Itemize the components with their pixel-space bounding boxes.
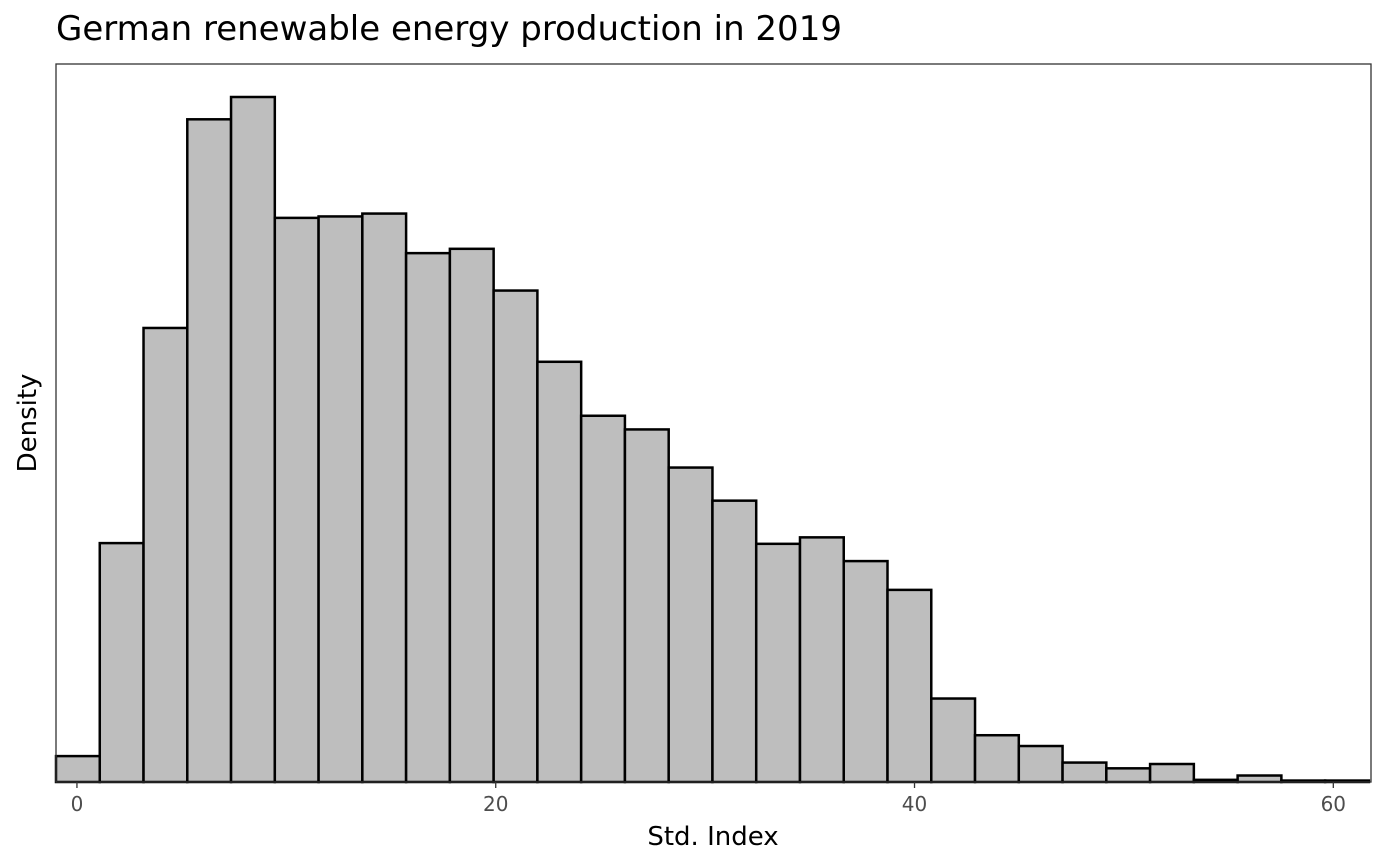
histogram-bar: [754, 542, 802, 784]
histogram-bar: [54, 754, 102, 784]
histogram-bar: [536, 360, 583, 784]
histogram-bar: [1148, 762, 1196, 784]
histogram-bar: [930, 697, 977, 784]
histogram-bar: [98, 541, 145, 784]
histogram-bar: [667, 466, 714, 784]
histogram-bar: [361, 212, 408, 784]
x-axis: 0 20 40 60: [71, 782, 1346, 816]
x-tick-label: 60: [1321, 792, 1346, 816]
histogram-bar: [448, 247, 495, 784]
x-tick-label: 40: [902, 792, 927, 816]
histogram-bar: [798, 536, 845, 784]
histogram-bar: [229, 95, 277, 784]
histogram-bar: [842, 559, 889, 784]
histogram-bar: [1236, 774, 1283, 784]
histogram-bar: [273, 216, 320, 784]
histogram-bar: [623, 428, 670, 784]
bars-group: [54, 95, 1371, 784]
histogram-bar: [711, 499, 758, 784]
chart-title: German renewable energy production in 20…: [56, 9, 842, 49]
histogram-bar: [142, 326, 189, 784]
plot-panel: [55, 63, 1372, 783]
x-tick-label: 20: [483, 792, 508, 816]
histogram-bar: [404, 251, 452, 784]
histogram-bar: [1017, 744, 1064, 784]
histogram-bar: [1061, 761, 1108, 784]
x-axis-title: Std. Index: [647, 822, 778, 852]
histogram-bar: [579, 414, 627, 784]
histogram-bar: [886, 588, 933, 784]
histogram-bar: [1105, 767, 1152, 784]
x-tick-label: 0: [71, 792, 84, 816]
histogram-bar: [973, 733, 1021, 784]
histogram-bar: [186, 118, 233, 784]
histogram-bar: [317, 215, 364, 784]
y-axis-title: Density: [13, 374, 43, 473]
histogram-bar: [492, 289, 539, 784]
